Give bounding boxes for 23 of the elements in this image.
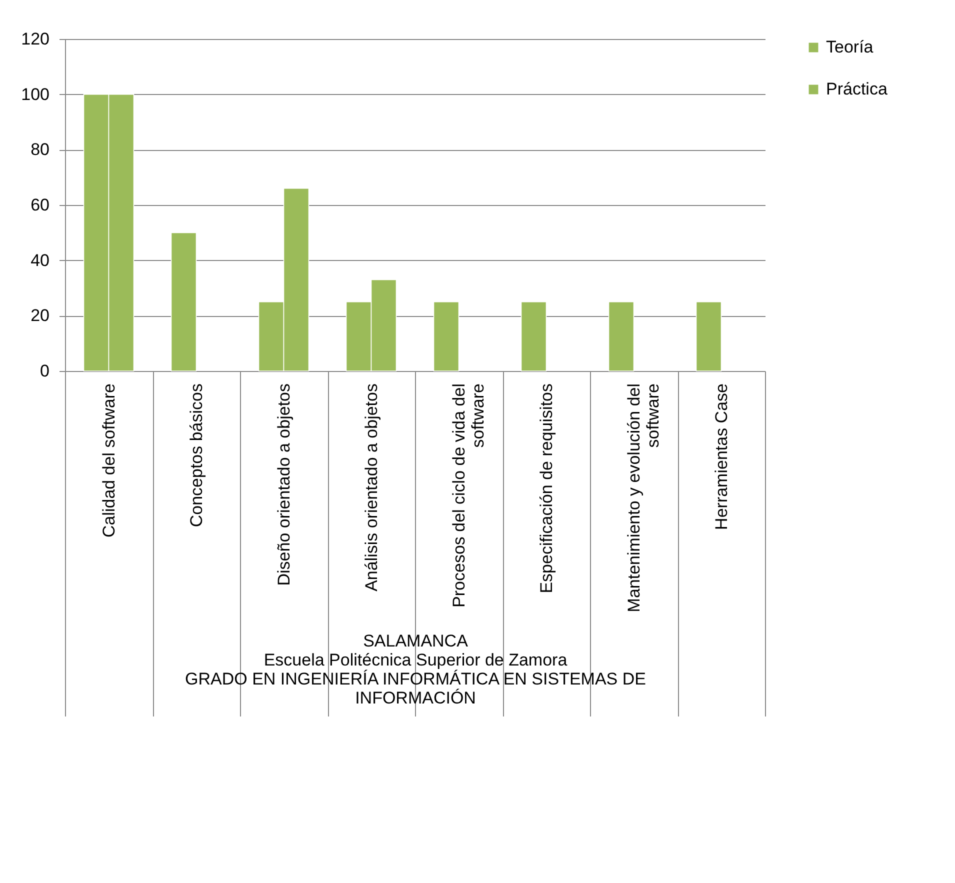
y-tick-label: 120 bbox=[21, 30, 50, 48]
legend-label: Teoría bbox=[826, 38, 874, 56]
legend-label: Práctica bbox=[826, 80, 888, 98]
x-tick-label: Mantenimiento y evolución del software bbox=[624, 384, 662, 612]
y-tick-label: 0 bbox=[40, 362, 50, 380]
y-tick-label: 100 bbox=[21, 84, 50, 104]
x-tick-label: Análisis orientado a objetos bbox=[362, 384, 381, 592]
bar bbox=[608, 301, 634, 372]
x-tick-label: Especificación de requisitos bbox=[536, 384, 556, 594]
x-tick-label: Diseño orientado a objetos bbox=[274, 384, 294, 586]
x-tick-label: Procesos del ciclo de vida del software bbox=[449, 384, 488, 608]
bar bbox=[520, 301, 547, 372]
y-tick-label: 40 bbox=[30, 250, 50, 270]
y-tick-label: 60 bbox=[30, 196, 50, 214]
bar bbox=[696, 301, 722, 372]
bar bbox=[170, 232, 197, 372]
x-tick-label: Conceptos básicos bbox=[186, 384, 206, 528]
x-tick-label: Herramientas Case bbox=[712, 384, 731, 530]
x-tick-label: Calidad del software bbox=[99, 384, 118, 538]
y-tick-label: 20 bbox=[30, 306, 50, 326]
bar bbox=[433, 301, 460, 372]
x-axis-title: SALAMANCA Escuela Politécnica Superior de Zamora GRADO EN INGENIERÍA INFORMÁTICA EN SISTEMAS DE INFORMACIÓN bbox=[185, 632, 646, 708]
y-tick-label: 80 bbox=[30, 140, 50, 160]
